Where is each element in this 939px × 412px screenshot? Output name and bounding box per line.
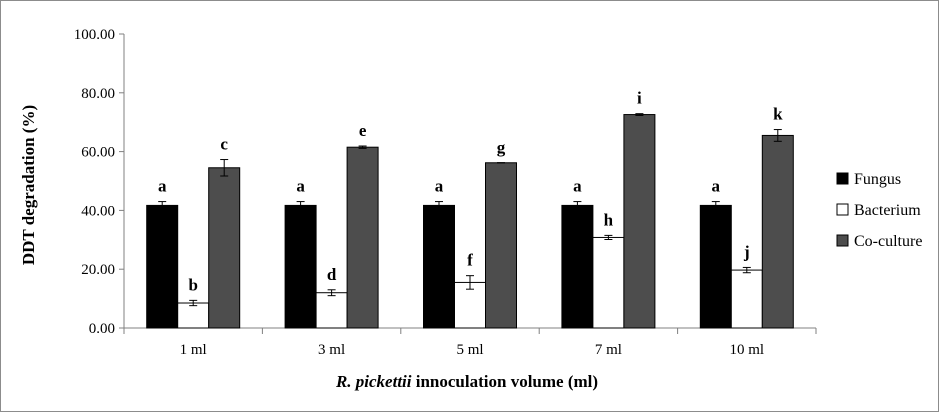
bar-fungus [699,204,732,329]
y-tick-label: 100.00 [74,27,115,43]
error-bar [604,234,613,241]
error-bar [189,299,198,307]
y-tick-label: 80.00 [81,86,115,102]
significance-label: k [773,105,783,124]
x-axis-title-species: R. pickettii [335,372,412,391]
legend-item-co-culture: Co-culture [836,233,922,250]
significance-label: i [637,89,642,108]
significance-label: b [188,275,197,294]
y-axis: 0.00 20.00 40.00 60.00 80.00 100.00 [74,27,125,337]
significance-label: a [296,177,305,196]
error-bar [296,201,305,210]
error-bar [742,266,751,274]
error-bar [711,201,720,210]
legend-label: Co-culture [854,233,922,250]
legend-label: Fungus [854,171,901,188]
significance-label: a [435,177,444,196]
error-bar [435,201,443,210]
bars: a a a a a b d f h j c e g i k [146,89,794,329]
significance-label: a [573,177,582,196]
error-bar [220,159,229,177]
y-tick-label: 60.00 [81,145,115,161]
legend: Fungus Bacterium Co-culture [836,171,922,250]
x-axis: 1 ml 3 ml 5 ml 7 ml 10 ml [123,327,817,358]
error-bar [327,289,336,297]
error-bar [466,275,474,290]
bar-co-culture [485,162,517,329]
significance-label: e [359,121,367,140]
bar-bacterium [592,236,625,329]
significance-label: a [158,177,167,196]
legend-label: Bacterium [854,202,921,219]
x-axis-title: R. pickettii innoculation volume (ml) [335,372,598,391]
legend-swatch [836,203,849,216]
significance-label: h [604,210,614,229]
x-tick-label: 10 ml [730,342,765,358]
x-tick-label: 7 ml [595,342,622,358]
bar-fungus [561,204,594,329]
bar-fungus [146,204,179,329]
significance-label: d [327,265,337,284]
bar-bacterium [315,292,348,329]
bar-co-culture [761,134,794,329]
error-bar [158,201,167,210]
x-tick-label: 5 ml [456,342,483,358]
bar-bacterium [177,302,210,329]
error-bar [573,201,582,210]
x-tick-label: 3 ml [318,342,345,358]
error-bar [773,129,782,142]
significance-label: a [712,177,721,196]
legend-item-bacterium: Bacterium [836,202,921,219]
bar-fungus [423,204,455,329]
significance-label: f [467,251,473,270]
y-tick-label: 0.00 [89,321,115,337]
error-bar [635,113,644,116]
x-axis-title-rest: innoculation volume (ml) [412,372,599,391]
bar-co-culture [346,146,379,329]
bar-co-culture [208,167,241,329]
significance-label: c [220,135,228,154]
y-tick-label: 40.00 [81,203,115,219]
significance-label: j [743,242,750,261]
x-tick-label: 1 ml [180,342,207,358]
y-axis-title: DDT degradation (%) [19,105,38,265]
y-tick-label: 20.00 [81,262,115,278]
bar-co-culture [623,114,656,329]
legend-swatch [836,172,849,185]
bar-fungus [284,204,317,329]
legend-item-fungus: Fungus [836,171,901,188]
error-bar [358,145,367,149]
legend-swatch [836,234,849,247]
bar-bacterium [730,269,763,329]
significance-label: g [497,138,506,157]
